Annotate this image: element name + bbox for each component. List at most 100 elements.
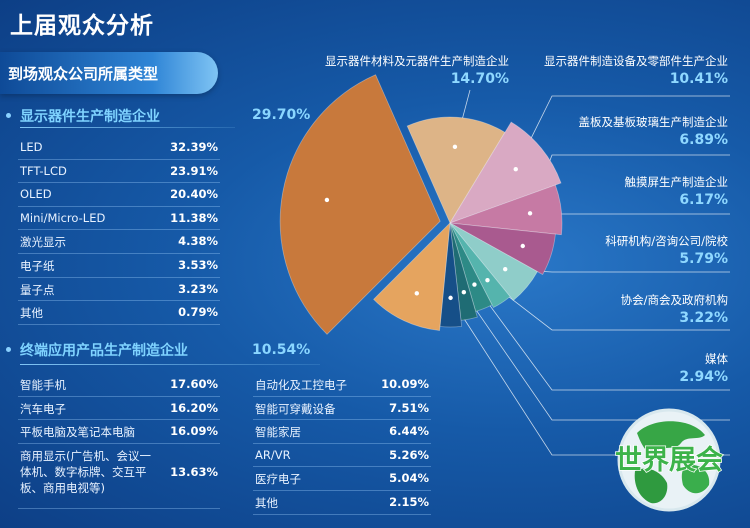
- slice-label: 显示器件材料及元器件生产制造企业 14.70%: [325, 53, 509, 87]
- list-item: 激光显示 4.38%: [18, 230, 220, 254]
- slice-label: 显示器件制造设备及零部件生产企业 10.41%: [544, 53, 728, 87]
- list-item-value: 13.63%: [170, 464, 218, 479]
- list-item-value: 7.51%: [389, 400, 429, 415]
- section-divider: [20, 364, 320, 365]
- slice-label: 盖板及基板玻璃生产制造企业 6.89%: [579, 114, 729, 148]
- list-item-value: 32.39%: [170, 140, 218, 154]
- pie-slice: [449, 222, 538, 302]
- slice-label-name: 显示器件制造设备及零部件生产企业: [544, 54, 728, 68]
- section-subtitle: 到场观众公司所属类型: [8, 65, 159, 83]
- section-percent-display: 29.70%: [252, 107, 311, 123]
- list-item-value: 3.23%: [178, 281, 218, 296]
- list-item: 平板电脑及笔记本电脑 16.09%: [18, 420, 220, 444]
- leader-dot: [503, 267, 508, 272]
- section-percent-terminal: 10.54%: [252, 342, 311, 358]
- leader-dot: [472, 282, 477, 287]
- list-item: 智能可穿戴设备 7.51%: [253, 397, 431, 421]
- list-item-name: 激光显示: [20, 235, 66, 250]
- leader-line: [474, 284, 730, 391]
- list-item-name: 电子纸: [20, 258, 55, 273]
- pie-slice: [406, 116, 506, 224]
- list-item: LED 32.39%: [18, 136, 220, 160]
- section-bullet: [6, 347, 11, 352]
- terminal-subtype-list-left: 智能手机 17.60% 汽车电子 16.20% 平板电脑及笔记本电脑 16.09% 商…: [18, 373, 220, 509]
- pie-slice: [373, 221, 451, 331]
- pie-slice: [449, 222, 493, 312]
- list-item-name: 平板电脑及笔记本电脑: [20, 425, 135, 440]
- pie-slice: [449, 222, 478, 321]
- list-item: OLED 20.40%: [18, 183, 220, 207]
- list-item-name: 自动化及工控电子: [255, 378, 347, 392]
- pie-slice: [449, 222, 556, 276]
- list-item-name: 智能手机: [20, 378, 66, 392]
- slice-label-value: 14.70%: [450, 71, 509, 87]
- list-item-value: 17.60%: [170, 377, 218, 391]
- leader-dot: [513, 166, 518, 172]
- list-item: 电子纸 3.53%: [18, 254, 220, 278]
- list-item: 自动化及工控电子 10.09%: [253, 373, 431, 397]
- list-item-value: 4.38%: [178, 234, 218, 249]
- list-item-value: 0.79%: [178, 305, 218, 320]
- list-item-value: 16.20%: [170, 400, 218, 415]
- list-item-name: 医疗电子: [255, 472, 301, 487]
- list-item-name: TFT-LCD: [20, 163, 67, 178]
- leader-dot: [527, 211, 533, 216]
- list-item: 智能手机 17.60%: [18, 373, 220, 397]
- list-item-value: 5.04%: [389, 471, 429, 486]
- leader-dot: [520, 243, 525, 249]
- list-item: TFT-LCD 23.91%: [18, 160, 220, 184]
- list-item-name: 量子点: [20, 282, 55, 297]
- list-item: Mini/Micro-LED 11.38%: [18, 207, 220, 231]
- leader-dot: [485, 278, 490, 283]
- slice-label-value: 10.41%: [669, 71, 728, 87]
- slice-label: 协会/商会及政府机构 3.22%: [621, 292, 728, 326]
- list-item-name: 汽车电子: [20, 401, 66, 416]
- list-item-value: 5.26%: [389, 447, 429, 462]
- pie-slice: [439, 222, 463, 328]
- slice-label-name: 盖板及基板玻璃生产制造企业: [578, 115, 729, 129]
- list-item-name: 商用显示(广告机、会议一体机、数字标牌、交互平板、商用电视等): [20, 448, 151, 495]
- pie-slices: [279, 74, 563, 335]
- page-title: 上届观众分析: [10, 13, 154, 39]
- slice-label-value: 6.17%: [679, 192, 728, 208]
- slice-label-value: 3.22%: [679, 310, 728, 326]
- list-item-value: 20.40%: [170, 187, 218, 202]
- logo-text: 世界展会: [615, 445, 723, 476]
- list-item-name: 其他: [20, 306, 43, 321]
- display-subtype-list: LED 32.39% TFT-LCD 23.91% OLED 20.40% Mini/…: [18, 136, 220, 325]
- section-title-terminal: 终端应用产品生产制造企业: [20, 343, 188, 359]
- list-item-name: OLED: [20, 187, 52, 202]
- slice-label: 触摸屏生产制造企业 6.17%: [625, 174, 729, 208]
- leader-dot: [324, 197, 330, 203]
- slice-label: 科研机构/咨询公司/院校 5.79%: [605, 233, 728, 267]
- list-item-value: 11.38%: [170, 210, 218, 225]
- list-item-value: 10.09%: [381, 377, 429, 391]
- slice-label: 媒体 2.94%: [679, 351, 728, 385]
- list-item-name: 智能可穿戴设备: [255, 401, 336, 416]
- list-item: 商用显示(广告机、会议一体机、数字标牌、交互平板、商用电视等) 13.63%: [18, 444, 220, 509]
- pie-slice: [449, 184, 563, 236]
- leader-dot: [452, 144, 458, 150]
- section-bullet: [6, 113, 11, 118]
- leader-dots: [324, 144, 533, 301]
- subtitle-banner: [0, 52, 218, 94]
- globe-logo: 世界展会: [614, 408, 724, 512]
- list-item-name: AR/VR: [255, 447, 291, 462]
- slice-label-name: 协会/商会及政府机构: [620, 293, 728, 307]
- leader-dot: [461, 289, 467, 295]
- list-item: 医疗电子 5.04%: [253, 467, 431, 491]
- section-divider: [20, 127, 235, 128]
- list-item: 汽车电子 16.20%: [18, 397, 220, 421]
- list-item-name: LED: [20, 140, 43, 154]
- pie-slice: [449, 121, 562, 224]
- slice-label-name: 科研机构/咨询公司/院校: [605, 234, 728, 248]
- slice-label-value: 6.89%: [679, 132, 728, 148]
- list-item-name: 其他: [255, 495, 278, 510]
- slice-label-value: 2.94%: [679, 369, 728, 385]
- list-item-value: 16.09%: [170, 424, 218, 439]
- list-item-value: 23.91%: [170, 163, 218, 178]
- list-item: 其他 2.15%: [253, 491, 431, 515]
- list-item: 其他 0.79%: [18, 301, 220, 325]
- list-item-name: Mini/Micro-LED: [20, 210, 106, 225]
